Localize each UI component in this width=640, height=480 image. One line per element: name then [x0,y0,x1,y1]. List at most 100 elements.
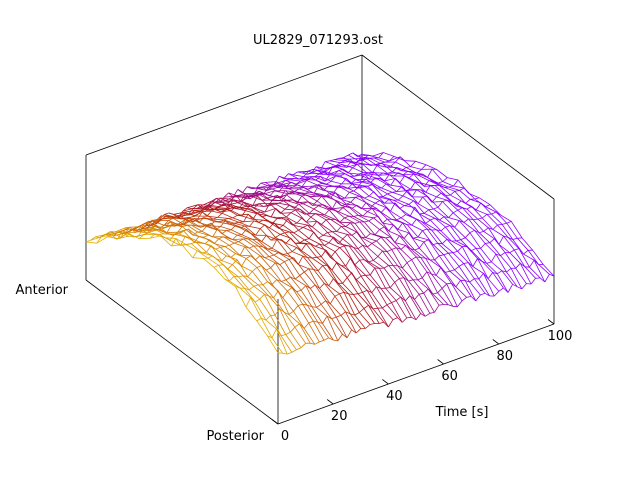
surface-mesh-profile-line [292,174,486,294]
surface-mesh-time-segment [408,173,414,179]
surface-mesh-time-segment [448,252,454,254]
surface-mesh-time-segment [491,211,497,215]
x-axis-tick-mark [547,319,555,325]
surface-mesh-time-segment [318,234,324,239]
surface-mesh-time-segment [464,280,470,283]
surface-mesh-time-segment [294,323,300,328]
surface-mesh-time-segment [426,271,432,275]
surface-mesh-time-segment [314,341,320,345]
surface-mesh-profile-line [237,189,431,314]
surface-mesh-time-segment [284,204,290,210]
surface-mesh-time-segment [442,199,448,202]
surface-mesh-time-segment [382,218,388,224]
surface-mesh-time-segment [459,187,465,191]
surface-mesh-profile-line [279,175,472,297]
surface-mesh-time-segment [353,293,358,295]
surface-mesh-time-segment [501,270,507,273]
surface-mesh-time-segment [399,205,405,209]
surface-mesh-time-segment [275,234,281,238]
surface-mesh-time-segment [298,227,304,231]
surface-mesh-time-segment [397,195,404,201]
surface-mesh-time-segment [347,167,353,174]
surface-mesh-time-segment [342,277,348,284]
surface-mesh-time-segment [343,154,349,158]
surface-mesh-profile-line [127,220,320,343]
surface-mesh-time-segment [411,256,417,261]
surface-mesh-time-segment [269,190,275,197]
surface-mesh-time-segment [323,337,329,341]
surface-mesh-time-segment [297,255,304,265]
surface-mesh-time-segment [354,312,360,316]
surface-mesh-time-segment [284,311,290,315]
surface-mesh-time-segment [373,256,379,261]
surface-mesh-time-segment [215,246,221,250]
surface-mesh [85,152,555,355]
surface-mesh-time-segment [282,352,288,355]
surface-mesh-time-segment [326,180,332,185]
surface-mesh-time-segment [475,294,481,302]
surface-mesh-time-segment [439,254,444,257]
surface-mesh-time-segment [433,207,439,210]
surface-mesh-time-segment [432,242,438,245]
surface-mesh-time-segment [177,226,183,233]
surface-mesh-profile-line [338,157,532,285]
surface-mesh-time-segment [329,295,336,305]
surface-mesh-profile-line [302,168,495,297]
surface-mesh-time-segment [345,311,351,315]
surface-mesh-time-segment [419,292,424,295]
surface-mesh-time-segment [402,262,408,269]
surface-mesh-time-segment [406,259,412,264]
surface-mesh-time-segment [245,297,251,308]
surface-mesh-profile-line [348,154,541,279]
surface-mesh-time-segment [425,219,431,224]
surface-mesh-time-segment [328,278,334,287]
surface-mesh-time-segment [322,315,328,324]
surface-mesh-time-segment [354,259,360,266]
x-axis-tick-label: 80 [497,349,514,364]
surface-mesh-time-segment [439,216,445,221]
surface-mesh-time-segment [489,238,495,244]
surface-mesh-time-segment [368,260,374,263]
surface-mesh-time-segment [322,232,328,236]
surface-mesh-time-segment [339,245,345,248]
surface-mesh-time-segment [424,312,431,317]
surface-mesh-time-segment [484,292,490,297]
surface-mesh-time-segment [233,241,239,244]
surface-mesh-time-segment [486,261,492,264]
surface-mesh-time-segment [452,250,458,254]
surface-mesh-time-segment [180,219,186,227]
surface-mesh-time-segment [308,231,315,239]
surface-mesh-time-segment [282,290,288,299]
surface-mesh-time-segment [509,249,515,254]
surface-mesh-time-segment [218,264,224,266]
surface-mesh-time-segment [316,256,322,258]
surface-mesh-time-segment [495,253,501,256]
surface-mesh-time-segment [364,220,369,223]
surface-mesh-time-segment [344,192,350,199]
surface-mesh-time-segment [357,292,363,295]
surface-mesh-time-segment [373,215,379,219]
surface-mesh-time-segment [319,283,325,289]
surface-mesh-time-segment [303,322,310,329]
surface-mesh-time-segment [320,300,326,305]
surface-mesh-time-segment [323,186,329,191]
surface-mesh-time-segment [422,228,428,231]
surface-mesh-time-segment [339,217,345,223]
surface-mesh-time-segment [463,218,469,223]
surface-mesh-time-segment [406,316,412,319]
surface-mesh-time-segment [213,264,219,268]
surface-mesh-time-segment [419,212,425,215]
surface-mesh-time-segment [478,273,484,280]
x-axis-tick-mark [326,399,334,405]
surface-mesh-time-segment [164,212,169,215]
surface-mesh-time-segment [212,228,218,238]
surface-mesh-time-segment [368,171,375,180]
surface-mesh-profile-line [334,159,527,284]
surface-mesh-time-segment [270,262,276,269]
surface-mesh-profile-line [95,232,288,355]
surface-mesh-time-segment [405,295,411,302]
surface-mesh-time-segment [515,263,521,269]
surface-mesh-profile-line [246,186,440,306]
surface-mesh-profile-line [352,152,546,283]
surface-mesh-time-segment [376,236,382,242]
